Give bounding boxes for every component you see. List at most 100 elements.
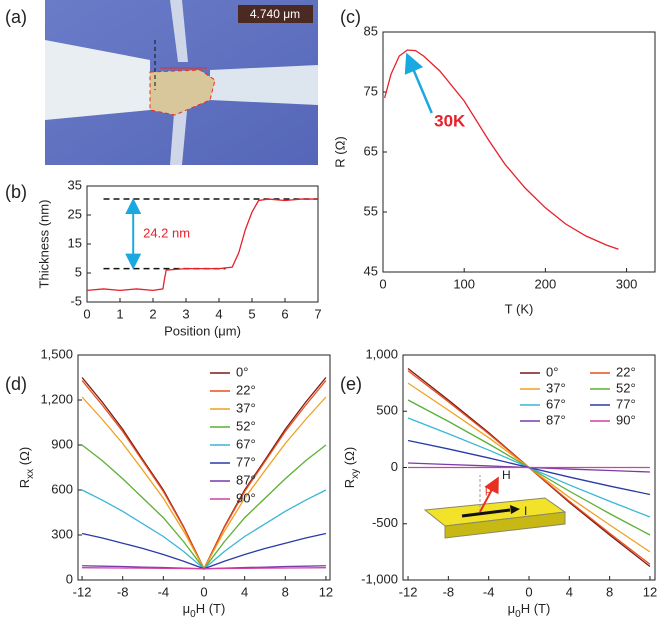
- x-tick-label: 2: [149, 306, 156, 321]
- y-axis-label: Rxx (Ω): [17, 447, 35, 488]
- legend-label: 37°: [236, 400, 256, 415]
- y-tick-label: 0: [66, 571, 73, 586]
- y-tick-label: 1,500: [40, 346, 73, 361]
- x-tick-label: 5: [248, 306, 255, 321]
- inset-label: β: [485, 484, 491, 496]
- x-tick-label: 0: [379, 276, 386, 291]
- legend-label: 77°: [236, 454, 256, 469]
- legend-label: 22°: [616, 364, 636, 379]
- x-axis-label: μ0H (T): [508, 601, 551, 619]
- data-line: [81, 396, 327, 571]
- x-tick-label: 100: [453, 276, 475, 291]
- x-tick-label: 8: [606, 584, 613, 599]
- label-part: (Ω): [17, 447, 32, 469]
- y-tick-label: 900: [51, 436, 73, 451]
- plot-frame: [86, 185, 319, 303]
- legend-label: 90°: [236, 490, 256, 505]
- x-tick-label: -4: [158, 584, 170, 599]
- legend-label: 67°: [236, 436, 256, 451]
- x-tick-label: 0: [525, 584, 532, 599]
- inset-diagram: [423, 475, 567, 539]
- y-axis-label: Thickness (nm): [36, 200, 51, 289]
- legend-label: 52°: [616, 380, 636, 395]
- x-tick-label: 3: [182, 306, 189, 321]
- inset-label: I: [524, 504, 527, 518]
- plot-frame: [382, 31, 656, 273]
- legend-label: 87°: [546, 412, 566, 427]
- x-tick-label: 12: [643, 584, 657, 599]
- inset-label: H: [502, 468, 511, 482]
- legend-label: 52°: [236, 418, 256, 433]
- x-tick-label: 0: [200, 584, 207, 599]
- x-tick-label: 4: [566, 584, 573, 599]
- y-tick-label: 25: [68, 206, 82, 221]
- data-line: [383, 49, 619, 250]
- y-tick-label: 600: [51, 481, 73, 496]
- x-tick-label: -12: [399, 584, 418, 599]
- panel-label: (a): [5, 7, 27, 27]
- data-line: [81, 444, 327, 570]
- y-tick-label: 5: [75, 264, 82, 279]
- y-tick-label: 500: [376, 403, 398, 418]
- y-axis-label: Rxy (Ω): [342, 447, 360, 488]
- label-part: xy: [350, 469, 361, 479]
- panel-label: (b): [5, 182, 27, 202]
- y-tick-label: 55: [364, 203, 378, 218]
- data-line: [81, 377, 327, 571]
- panel-label: (d): [5, 374, 27, 394]
- scale-label: 4.740 μm: [250, 7, 300, 21]
- x-tick-label: 1: [116, 306, 123, 321]
- arrow: [404, 52, 433, 114]
- y-tick-label: 300: [51, 526, 73, 541]
- y-tick-label: -5: [70, 293, 82, 308]
- y-tick-label: 15: [68, 235, 82, 250]
- x-tick-label: -8: [117, 584, 129, 599]
- y-tick-label: 1,000: [365, 346, 398, 361]
- x-tick-label: 0: [83, 306, 90, 321]
- y-tick-label: 0: [391, 459, 398, 474]
- data-line: [86, 198, 318, 292]
- x-tick-label: 8: [282, 584, 289, 599]
- x-tick-label: -4: [483, 584, 495, 599]
- label-part: 0: [190, 609, 196, 620]
- x-tick-label: 300: [616, 276, 638, 291]
- label-part: 0: [515, 609, 521, 620]
- x-axis-label: T (K): [505, 301, 534, 316]
- x-tick-label: 7: [314, 306, 321, 321]
- legend-label: 37°: [546, 380, 566, 395]
- optical-image: 4.740 μm: [45, 0, 318, 165]
- data-line: [82, 567, 326, 570]
- y-tick-label: 1,200: [40, 391, 73, 406]
- x-tick-label: -12: [73, 584, 92, 599]
- plot-frame: [77, 354, 331, 581]
- annotation: 30K: [434, 111, 466, 130]
- data-line: [81, 489, 327, 570]
- legend-label: 87°: [236, 472, 256, 487]
- y-tick-label: 45: [364, 263, 378, 278]
- x-tick-label: 4: [215, 306, 222, 321]
- label-part: μ: [508, 601, 516, 616]
- label-part: R: [342, 479, 357, 488]
- legend-label: 77°: [616, 396, 636, 411]
- y-tick-label: 75: [364, 83, 378, 98]
- panel-label: (e): [340, 374, 362, 394]
- x-tick-label: 4: [241, 584, 248, 599]
- y-tick-label: 35: [68, 177, 82, 192]
- label-part: (Ω): [342, 447, 357, 469]
- legend-label: 67°: [546, 396, 566, 411]
- label-part: H (T): [196, 601, 226, 616]
- annotation: 24.2 nm: [143, 225, 190, 240]
- legend-label: 90°: [616, 412, 636, 427]
- y-tick-label: -500: [372, 515, 398, 530]
- data-line: [81, 532, 327, 570]
- legend-label: 0°: [236, 364, 248, 379]
- y-tick-label: -1,000: [361, 571, 398, 586]
- y-tick-label: 65: [364, 143, 378, 158]
- x-tick-label: 6: [281, 306, 288, 321]
- y-axis-label: R (Ω): [332, 136, 347, 167]
- x-tick-label: -8: [443, 584, 455, 599]
- x-axis-label: Position (μm): [164, 323, 241, 338]
- y-tick-label: 85: [364, 23, 378, 38]
- label-part: μ: [183, 601, 191, 616]
